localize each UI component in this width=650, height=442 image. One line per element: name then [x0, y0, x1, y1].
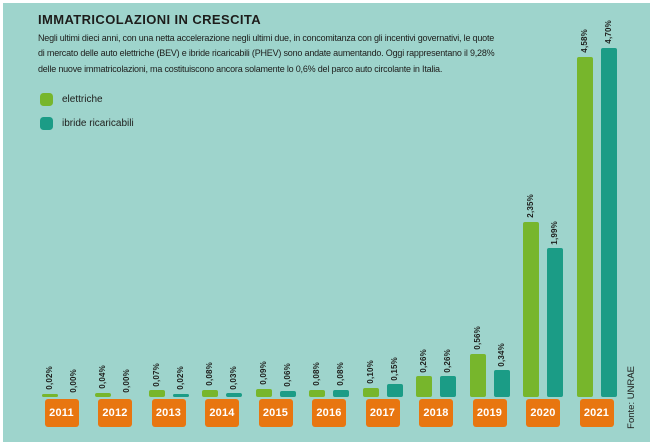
bar-elettriche-2013 [148, 390, 165, 397]
intro-line-3: delle nuove immatricolazioni, ma costitu… [38, 63, 443, 74]
bar-elettriche-2016 [309, 389, 325, 397]
page-title: IMMATRICOLAZIONI IN CRESCITA [38, 12, 262, 27]
legend-item-elettriche: elettriche [40, 93, 134, 106]
year-label-2014: 2014 [205, 399, 239, 427]
teal-square-swatch [40, 117, 53, 130]
bar-value-label-elettriche-2017: 0,10% [365, 360, 375, 385]
green-square-swatch [40, 93, 53, 106]
bar-value-label-elettriche-2012: 0,04% [98, 364, 107, 389]
bar-elettriche-2015 [255, 388, 272, 397]
bar-value-label-ibride-ricaricabili-2011: 0,00% [68, 369, 78, 393]
year-label-2021: 2021 [579, 399, 614, 427]
bar-ibride-ricaricabili-2016 [333, 389, 349, 397]
bar-value-label-ibride-ricaricabili-2013: 0,02% [175, 366, 185, 391]
bar-value-label-elettriche-2013: 0,07% [151, 362, 161, 387]
source-note: Fonte: UNRAE [626, 366, 637, 429]
year-label-2017: 2017 [365, 399, 400, 427]
intro-line-2: di mercato delle auto elettriche (BEV) e… [38, 48, 495, 59]
legend-label: ibride ricaricabili [62, 118, 134, 129]
bar-value-label-ibride-ricaricabili-2016: 0,08% [336, 361, 345, 386]
bar-value-label-elettriche-2015: 0,09% [258, 361, 268, 385]
bar-elettriche-2021 [576, 56, 593, 397]
bar-value-label-elettriche-2019: 0,56% [472, 326, 482, 351]
year-label-2015: 2015 [258, 399, 293, 427]
year-label-2016: 2016 [312, 399, 346, 427]
bar-ibride-ricaricabili-2017 [386, 384, 403, 397]
bar-value-label-elettriche-2020: 2,35% [526, 193, 535, 218]
bar-value-label-elettriche-2021: 4,58% [579, 28, 589, 53]
year-label-2020: 2020 [526, 399, 560, 427]
bar-value-label-ibride-ricaricabili-2015: 0,06% [282, 363, 292, 388]
bar-ibride-ricaricabili-2020 [547, 248, 563, 397]
bar-elettriche-2018 [416, 376, 432, 397]
bar-value-label-ibride-ricaricabili-2018: 0,26% [443, 348, 452, 373]
year-label-2018: 2018 [419, 399, 453, 427]
year-label-2019: 2019 [472, 399, 507, 427]
bar-value-label-ibride-ricaricabili-2020: 1,99% [550, 220, 559, 245]
bar-ibride-ricaricabili-2018 [440, 376, 456, 397]
bar-value-label-ibride-ricaricabili-2021: 4,70% [603, 20, 613, 44]
year-label-2012: 2012 [98, 399, 132, 427]
bar-ibride-ricaricabili-2013 [172, 394, 189, 397]
bar-value-label-elettriche-2014: 0,08% [205, 361, 214, 386]
intro-line-1: Negli ultimi dieci anni, con una netta a… [38, 33, 495, 43]
bar-value-label-elettriche-2016: 0,08% [312, 361, 321, 386]
bar-elettriche-2014 [202, 389, 218, 397]
year-label-2013: 2013 [151, 399, 186, 427]
legend-item-ibride-ricaricabili: ibride ricaricabili [40, 117, 134, 130]
bar-value-label-elettriche-2018: 0,26% [419, 348, 428, 373]
bar-elettriche-2011 [41, 394, 58, 397]
bar-value-label-elettriche-2011: 0,02% [44, 366, 54, 391]
bar-ibride-ricaricabili-2021 [600, 47, 617, 397]
bar-ibride-ricaricabili-2015 [279, 391, 296, 397]
legend: elettriche ibride ricaricabili [40, 93, 134, 141]
bar-value-label-ibride-ricaricabili-2012: 0,00% [122, 369, 131, 393]
poster-background [3, 3, 650, 442]
year-label-2011: 2011 [44, 399, 79, 427]
legend-label: elettriche [62, 94, 103, 105]
intro-paragraph: Negli ultimi dieci anni, con una netta a… [38, 31, 538, 77]
bar-elettriche-2012 [95, 392, 111, 397]
bar-ibride-ricaricabili-2014 [226, 393, 242, 397]
bar-elettriche-2020 [523, 221, 539, 397]
bar-value-label-ibride-ricaricabili-2019: 0,34% [496, 342, 506, 367]
bar-elettriche-2017 [362, 388, 379, 397]
bar-elettriche-2019 [469, 354, 486, 397]
bar-value-label-ibride-ricaricabili-2014: 0,03% [229, 365, 238, 390]
bar-ibride-ricaricabili-2019 [493, 370, 510, 397]
bar-value-label-ibride-ricaricabili-2017: 0,15% [389, 356, 399, 381]
